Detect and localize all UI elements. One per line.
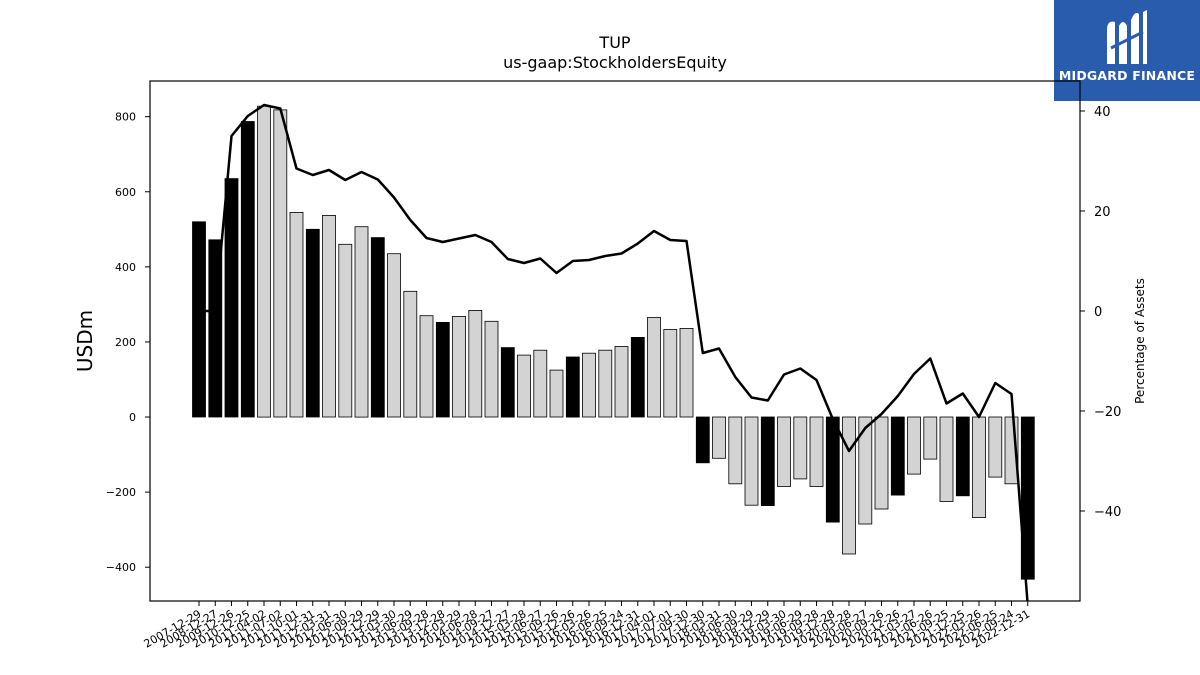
y2-tick-label: −40 [1094,505,1121,520]
bar [468,309,483,418]
chart-subtitle: us-gaap:StockholdersEquity [503,53,727,72]
bar [793,416,808,480]
bar [387,253,401,418]
bar [809,416,824,487]
bar [338,243,353,418]
bar [565,356,580,418]
y2-tick-label: −20 [1094,405,1121,420]
logo-text: MIDGARD FINANCE [1058,68,1196,83]
bar [354,226,369,418]
bar [240,121,255,418]
y-tick-label: 600 [115,186,136,199]
bar [858,416,873,525]
bar [257,105,271,418]
bar-series [192,105,1035,580]
y-axis-label: USDm [73,310,97,372]
y-tick-label: −200 [106,486,136,499]
plot-frame [149,80,1081,602]
y-tick-label: 200 [115,336,136,349]
bar [907,416,921,475]
bar [712,416,726,459]
bar [322,214,336,418]
bar [192,221,206,418]
bar [728,416,743,485]
bar [533,349,548,418]
x-axis: 2007-12-292008-12-272009-12-262010-12-25… [142,601,1032,651]
bar [582,352,596,418]
bar [517,354,531,418]
y2-tick-label: 0 [1094,305,1102,320]
bar [305,228,320,418]
bar [549,369,564,418]
y2-tick-label: 40 [1094,105,1111,120]
bar [972,416,986,518]
midgard-finance-logo: MIDGARD FINANCE [1054,0,1200,101]
bar [273,109,288,418]
bar [923,416,938,460]
bar [500,347,515,418]
bar [647,317,661,418]
bar [777,416,791,487]
bar [435,321,450,418]
y-axis-left: −400 −200 0 200 400 600 800 [106,111,150,574]
bar [955,416,970,497]
bar [874,416,889,510]
bar [419,315,434,418]
bar [679,327,694,418]
line-series [199,103,1029,601]
bar [1020,416,1035,580]
bar [614,345,629,418]
bar [988,416,1003,478]
y-tick-label: 0 [129,411,136,424]
bar [630,336,645,418]
bar [842,416,856,555]
bar [484,320,499,418]
bar [760,416,775,506]
bar [939,416,954,502]
y-axis-right: −40 −20 0 20 40 [1080,105,1121,520]
y2-tick-label: 20 [1094,205,1111,220]
bar [370,237,385,418]
bar [890,416,905,496]
y2-axis-label: Percentage of Assets [1133,278,1147,404]
bar [289,211,304,418]
y-tick-label: 400 [115,261,136,274]
bar [825,416,840,523]
bar [403,290,418,418]
bar [695,416,710,464]
percentage-line [199,103,1029,601]
chart-title: TUP [598,33,630,52]
bar [663,329,678,418]
bar [452,315,466,418]
bar [744,416,759,506]
bar [598,349,613,418]
bar [224,178,239,418]
midgard-logo-icon [1107,10,1147,64]
y-tick-label: 800 [115,111,136,124]
y-tick-label: −400 [106,561,136,574]
